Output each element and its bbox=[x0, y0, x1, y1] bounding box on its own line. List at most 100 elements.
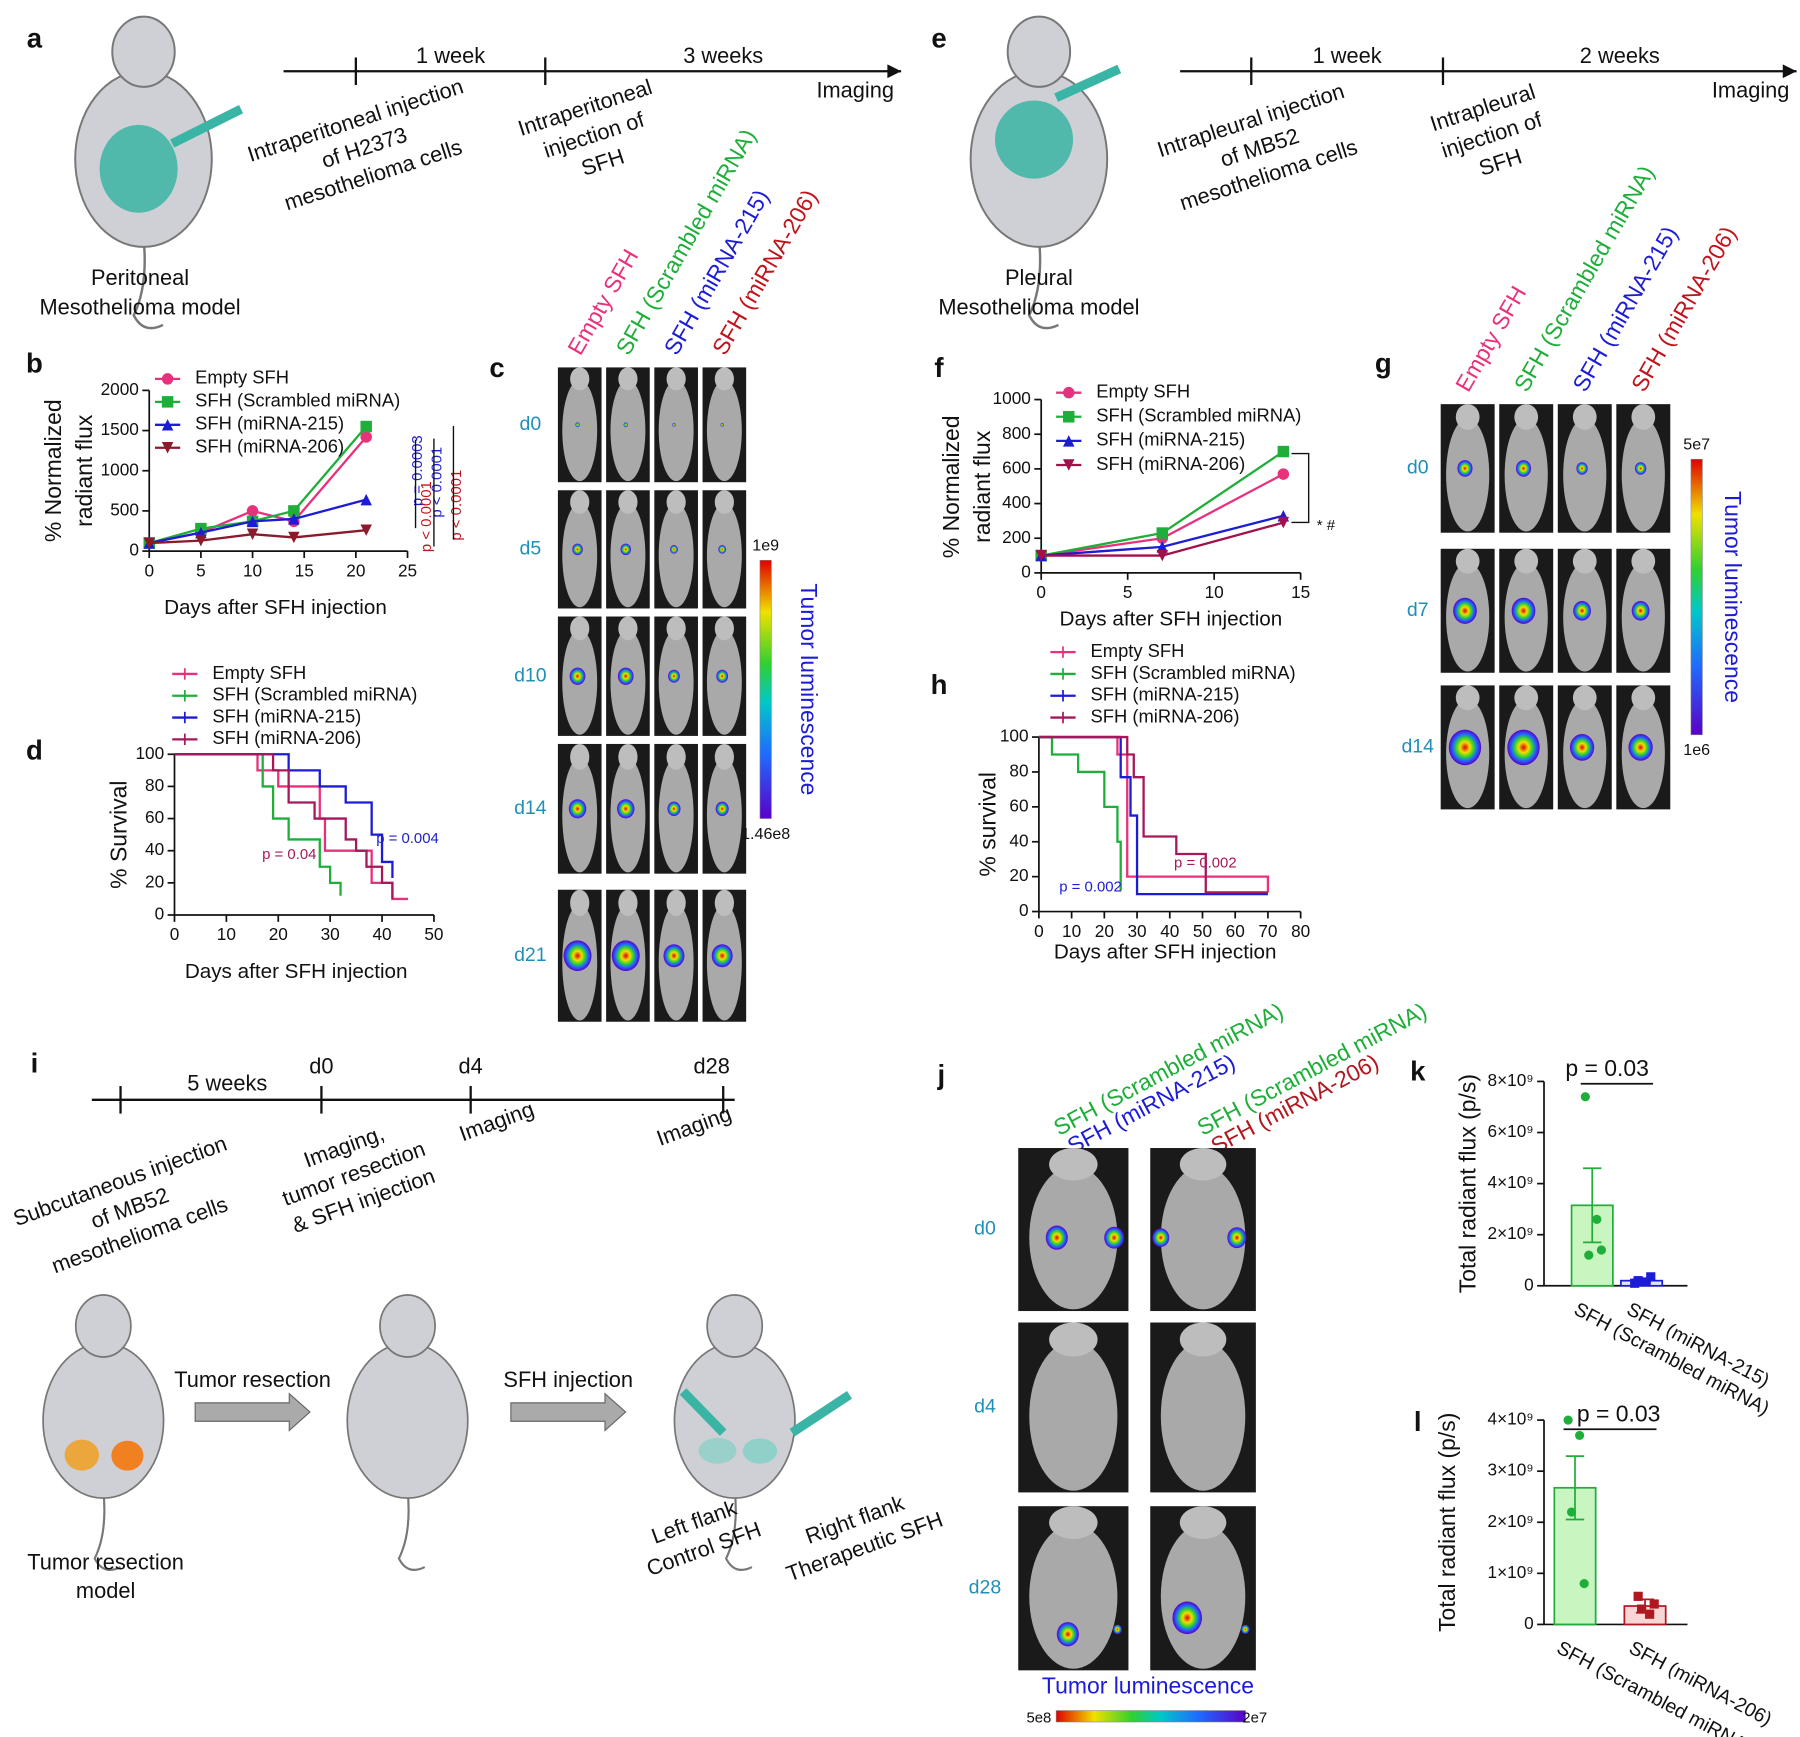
imaging-head bbox=[666, 889, 686, 917]
y-tick-label: 0 bbox=[1524, 1613, 1534, 1633]
x-tick-label: 0 bbox=[144, 560, 154, 580]
imaging-head bbox=[570, 490, 590, 514]
y-axis-label: Total radiant flux (p/s) bbox=[1454, 1074, 1480, 1293]
y-tick-label: 3×10⁹ bbox=[1488, 1460, 1534, 1480]
legend-label: SFH (Scrambled miRNA) bbox=[1096, 405, 1301, 426]
luminescence-signal bbox=[572, 543, 583, 556]
luminescence-signal bbox=[1511, 597, 1536, 624]
marker bbox=[1035, 549, 1047, 562]
legend-label: SFH (miRNA-215) bbox=[1096, 429, 1245, 450]
imaging-head bbox=[666, 367, 686, 391]
x-tick-label: 10 bbox=[217, 924, 236, 944]
colorbar-min: 1e6 bbox=[1683, 741, 1710, 759]
marker bbox=[1156, 527, 1169, 539]
marker bbox=[360, 420, 372, 433]
colorbar-label: Tumor luminescence bbox=[1042, 1673, 1254, 1699]
x-tick-label: 10 bbox=[1062, 921, 1081, 941]
data-point bbox=[1649, 1599, 1659, 1609]
mouse-tail bbox=[397, 1489, 426, 1571]
luminescence-signal bbox=[1056, 1622, 1079, 1647]
y-tick-label: 4×10⁹ bbox=[1488, 1172, 1534, 1192]
imaging-head bbox=[1572, 404, 1597, 430]
imaging-head bbox=[1631, 404, 1656, 430]
x-tick-label: 0 bbox=[1034, 921, 1044, 941]
imaging-head bbox=[1179, 1322, 1227, 1357]
day-label: d28 bbox=[969, 1576, 1002, 1598]
imaging-head bbox=[618, 490, 638, 514]
series-line bbox=[149, 498, 367, 545]
imaging-head bbox=[1572, 548, 1597, 574]
legend-label: Empty SFH bbox=[1096, 381, 1190, 402]
legend-marker bbox=[161, 419, 174, 431]
imaging-head bbox=[618, 889, 638, 917]
imaging-head bbox=[618, 616, 638, 641]
x-tick-label: 40 bbox=[372, 924, 391, 944]
imaging-head bbox=[1631, 685, 1656, 711]
imaging-head bbox=[1049, 1506, 1098, 1540]
label: Mesothelioma model bbox=[938, 295, 1139, 320]
annotation: p = 0.002 bbox=[1059, 878, 1122, 895]
y-tick-label: 100 bbox=[135, 743, 164, 763]
imaging-head bbox=[1179, 1506, 1227, 1540]
annotation: p = 0.0003 bbox=[409, 435, 426, 506]
data-point bbox=[1566, 1507, 1577, 1517]
x-tick-label: 20 bbox=[1095, 921, 1114, 941]
mouse-head bbox=[74, 1294, 132, 1358]
imaging-mouse bbox=[1029, 1341, 1118, 1491]
imaging-head bbox=[1572, 685, 1597, 711]
luminescence-signal bbox=[711, 944, 733, 968]
label: Pleural bbox=[1005, 265, 1073, 290]
legend-marker bbox=[161, 396, 174, 408]
label: Tumor resection bbox=[27, 1549, 184, 1574]
x-axis-label: Days after SFH injection bbox=[1060, 607, 1283, 630]
error-bar bbox=[1565, 1455, 1585, 1521]
luminescence-signal bbox=[1113, 1624, 1122, 1635]
y-axis-label: Total radiant flux (p/s) bbox=[1434, 1413, 1460, 1632]
imaging-head bbox=[1179, 1148, 1227, 1181]
x-tick-label: 20 bbox=[269, 924, 288, 944]
legend-marker bbox=[161, 442, 174, 454]
annotation: p = 0.002 bbox=[1174, 854, 1237, 871]
data-point bbox=[1633, 1591, 1643, 1601]
imaging-head bbox=[666, 743, 686, 770]
marker bbox=[246, 515, 259, 528]
luminescence-signal bbox=[1457, 460, 1473, 477]
legend-label: SFH (miRNA-215) bbox=[195, 413, 344, 434]
colorbar-label: Tumor luminescence bbox=[1720, 491, 1746, 703]
mouse-illustration bbox=[969, 15, 1109, 330]
y-tick-label: 500 bbox=[110, 499, 139, 519]
label: Mesothelioma model bbox=[39, 295, 240, 320]
x-axis-label: Days after SFH injection bbox=[164, 596, 387, 619]
imaging-mouse bbox=[1621, 418, 1665, 532]
imaging-mouse bbox=[1160, 1165, 1246, 1310]
y-tick-label: 2×10⁹ bbox=[1488, 1511, 1534, 1531]
y-tick-label: 40 bbox=[145, 839, 164, 859]
luminescence-signal bbox=[617, 799, 635, 819]
mouse-tail bbox=[93, 1489, 122, 1571]
luminescence-signal bbox=[623, 422, 628, 428]
y-tick-label: 0 bbox=[129, 540, 139, 560]
label: Tumor resection bbox=[174, 1367, 331, 1392]
y-tick-label: 4×10⁹ bbox=[1488, 1409, 1534, 1429]
y-tick-label: 40 bbox=[1009, 830, 1028, 850]
legend-label: SFH (miRNA-206) bbox=[1096, 453, 1245, 474]
luminescence-signal bbox=[1104, 1226, 1125, 1249]
marker bbox=[143, 537, 155, 549]
imaging-head bbox=[714, 889, 734, 917]
luminescence-signal bbox=[1507, 729, 1540, 766]
panel-letter: b bbox=[26, 347, 43, 378]
mouse-tail bbox=[724, 1489, 753, 1571]
luminescence-signal bbox=[667, 801, 681, 817]
data-point bbox=[1636, 1604, 1647, 1614]
y-tick-label: 0 bbox=[1524, 1274, 1534, 1294]
annotation: p = 0.03 bbox=[1577, 1401, 1661, 1427]
survival-curve bbox=[174, 753, 394, 899]
legend-label: SFH (miRNA-206) bbox=[195, 436, 344, 457]
colorbar bbox=[759, 559, 772, 819]
legend-label: SFH (Scrambled miRNA) bbox=[195, 390, 400, 411]
imaging-head bbox=[1049, 1148, 1098, 1181]
imaging-mouse bbox=[610, 380, 646, 482]
annotation: p < 0.0001 bbox=[448, 470, 465, 541]
imaging-head bbox=[1514, 548, 1539, 574]
